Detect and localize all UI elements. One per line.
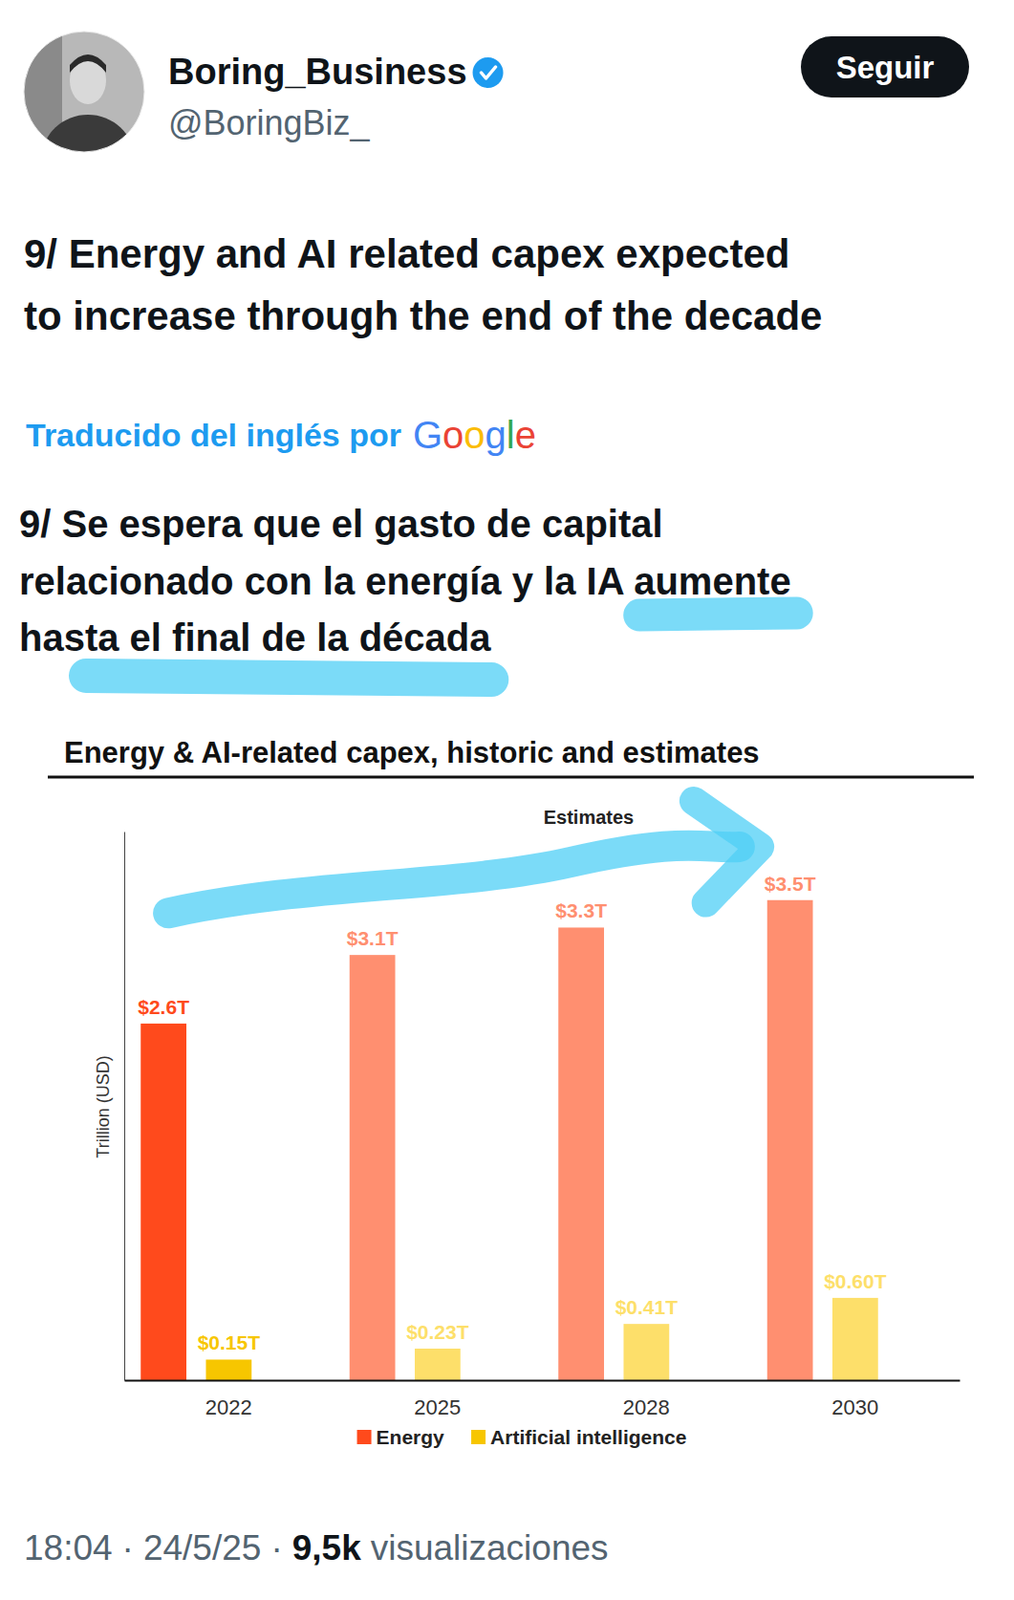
x-tick: 2022 xyxy=(205,1380,253,1420)
translated-text-line: relacionado con la energía y la IA aumen… xyxy=(19,560,792,603)
highlight-arrow-head xyxy=(693,800,760,904)
footer-part: 18:04 xyxy=(23,1528,113,1568)
x-tick-label: 2030 xyxy=(831,1395,879,1420)
translator-logo: Google xyxy=(412,413,537,456)
bar[interactable] xyxy=(205,1359,252,1381)
x-tick-label: 2028 xyxy=(623,1395,670,1420)
bar[interactable] xyxy=(832,1297,879,1381)
legend-swatch xyxy=(471,1429,486,1445)
translator-letter: l xyxy=(506,413,516,456)
follow-button[interactable]: Seguir xyxy=(800,36,970,98)
avatar-ring xyxy=(23,31,145,152)
data-label: $2.6T xyxy=(137,995,190,1018)
author-name[interactable]: Boring_Business xyxy=(168,51,468,92)
bar[interactable] xyxy=(767,900,814,1381)
data-label: $3.5T xyxy=(764,872,817,895)
follow-button-label[interactable]: Seguir xyxy=(836,49,935,86)
translator-letter: o xyxy=(442,413,464,456)
x-tick: 2025 xyxy=(413,1380,461,1420)
translated-text-line: 9/ Se espera que el gasto de capital xyxy=(19,502,664,545)
chart: Energy & AI-related capex, historic and … xyxy=(47,735,974,1448)
verified-badge xyxy=(473,57,504,88)
title-rule xyxy=(47,776,974,779)
chart-title: Energy & AI-related capex, historic and … xyxy=(64,735,760,770)
x-axis: 2022 2025 2028 2030 xyxy=(125,1380,961,1420)
badge-check xyxy=(481,66,497,79)
page-root: Boring_Business @BoringBiz_ Seguir 9/ Energ… xyxy=(0,0,1014,1600)
avatar-hair xyxy=(69,54,107,73)
x-tick-label: 2022 xyxy=(205,1395,253,1420)
footer-part: visualizaciones xyxy=(370,1528,609,1568)
data-label: $3.3T xyxy=(555,899,607,922)
y-axis-title: Trillion (USD) xyxy=(93,1055,113,1158)
translator-letter: G xyxy=(412,413,443,456)
data-label: $0.60T xyxy=(823,1270,887,1293)
data-label: $0.15T xyxy=(197,1331,261,1354)
avatar[interactable] xyxy=(23,31,145,201)
highlight-arrow-shaft xyxy=(168,845,740,914)
highlight-stroke xyxy=(86,675,492,680)
legend-label: Artificial intelligence xyxy=(490,1425,687,1448)
bar[interactable] xyxy=(623,1323,669,1381)
avatar-body xyxy=(42,114,134,201)
x-tick: 2030 xyxy=(831,1380,879,1420)
author-handle[interactable]: @BoringBiz_ xyxy=(168,103,371,143)
highlight-arrow xyxy=(168,800,760,913)
bar[interactable] xyxy=(558,927,605,1381)
bars xyxy=(140,900,879,1381)
footer-part: 9,5k xyxy=(292,1528,362,1568)
footer-part: · xyxy=(122,1528,134,1568)
translator-letter: e xyxy=(515,413,537,456)
translated-text-line: hasta el final de la década xyxy=(19,616,492,659)
data-labels: $2.6T $3.1T $3.3T $3.5T $0.15T $0.23T $0.41T $0… xyxy=(137,872,886,1355)
footer-part: · xyxy=(270,1528,282,1568)
translation-note[interactable]: Traducido del inglés por xyxy=(25,416,402,454)
data-label: $0.41T xyxy=(615,1295,679,1318)
footer: 18:04·24/5/25·9,5kvisualizaciones xyxy=(23,1528,609,1568)
tweet-text-line: to increase through the end of the decad… xyxy=(23,293,822,339)
badge-circle xyxy=(473,57,504,88)
legend-item[interactable]: Artificial intelligence xyxy=(471,1425,687,1448)
legend-label: Energy xyxy=(376,1425,446,1448)
bar[interactable] xyxy=(414,1348,461,1381)
translator-letter: g xyxy=(485,413,507,456)
legend: Energy Artificial intelligence xyxy=(357,1425,688,1448)
page: Boring_Business @BoringBiz_ Seguir 9/ Energ… xyxy=(0,0,1014,1600)
bar[interactable] xyxy=(140,1023,187,1381)
tweet-text-line: 9/ Energy and AI related capex expected xyxy=(23,231,790,277)
x-tick: 2028 xyxy=(623,1380,670,1420)
data-label: $0.23T xyxy=(406,1320,470,1343)
legend-swatch xyxy=(357,1429,372,1445)
x-axis-line xyxy=(125,1380,961,1382)
y-axis xyxy=(124,832,126,1381)
legend-item[interactable]: Energy xyxy=(357,1425,446,1448)
translator-letter: o xyxy=(463,413,485,456)
footer-part: 24/5/25 xyxy=(143,1528,261,1568)
x-tick-label: 2025 xyxy=(413,1395,461,1420)
data-label: $3.1T xyxy=(346,927,399,950)
annotation: Estimates xyxy=(543,806,635,828)
highlight-stroke xyxy=(639,613,798,616)
bar[interactable] xyxy=(349,954,396,1381)
y-axis-line xyxy=(124,832,126,1381)
background xyxy=(0,0,1014,1600)
follow-button-bg[interactable] xyxy=(800,36,970,98)
